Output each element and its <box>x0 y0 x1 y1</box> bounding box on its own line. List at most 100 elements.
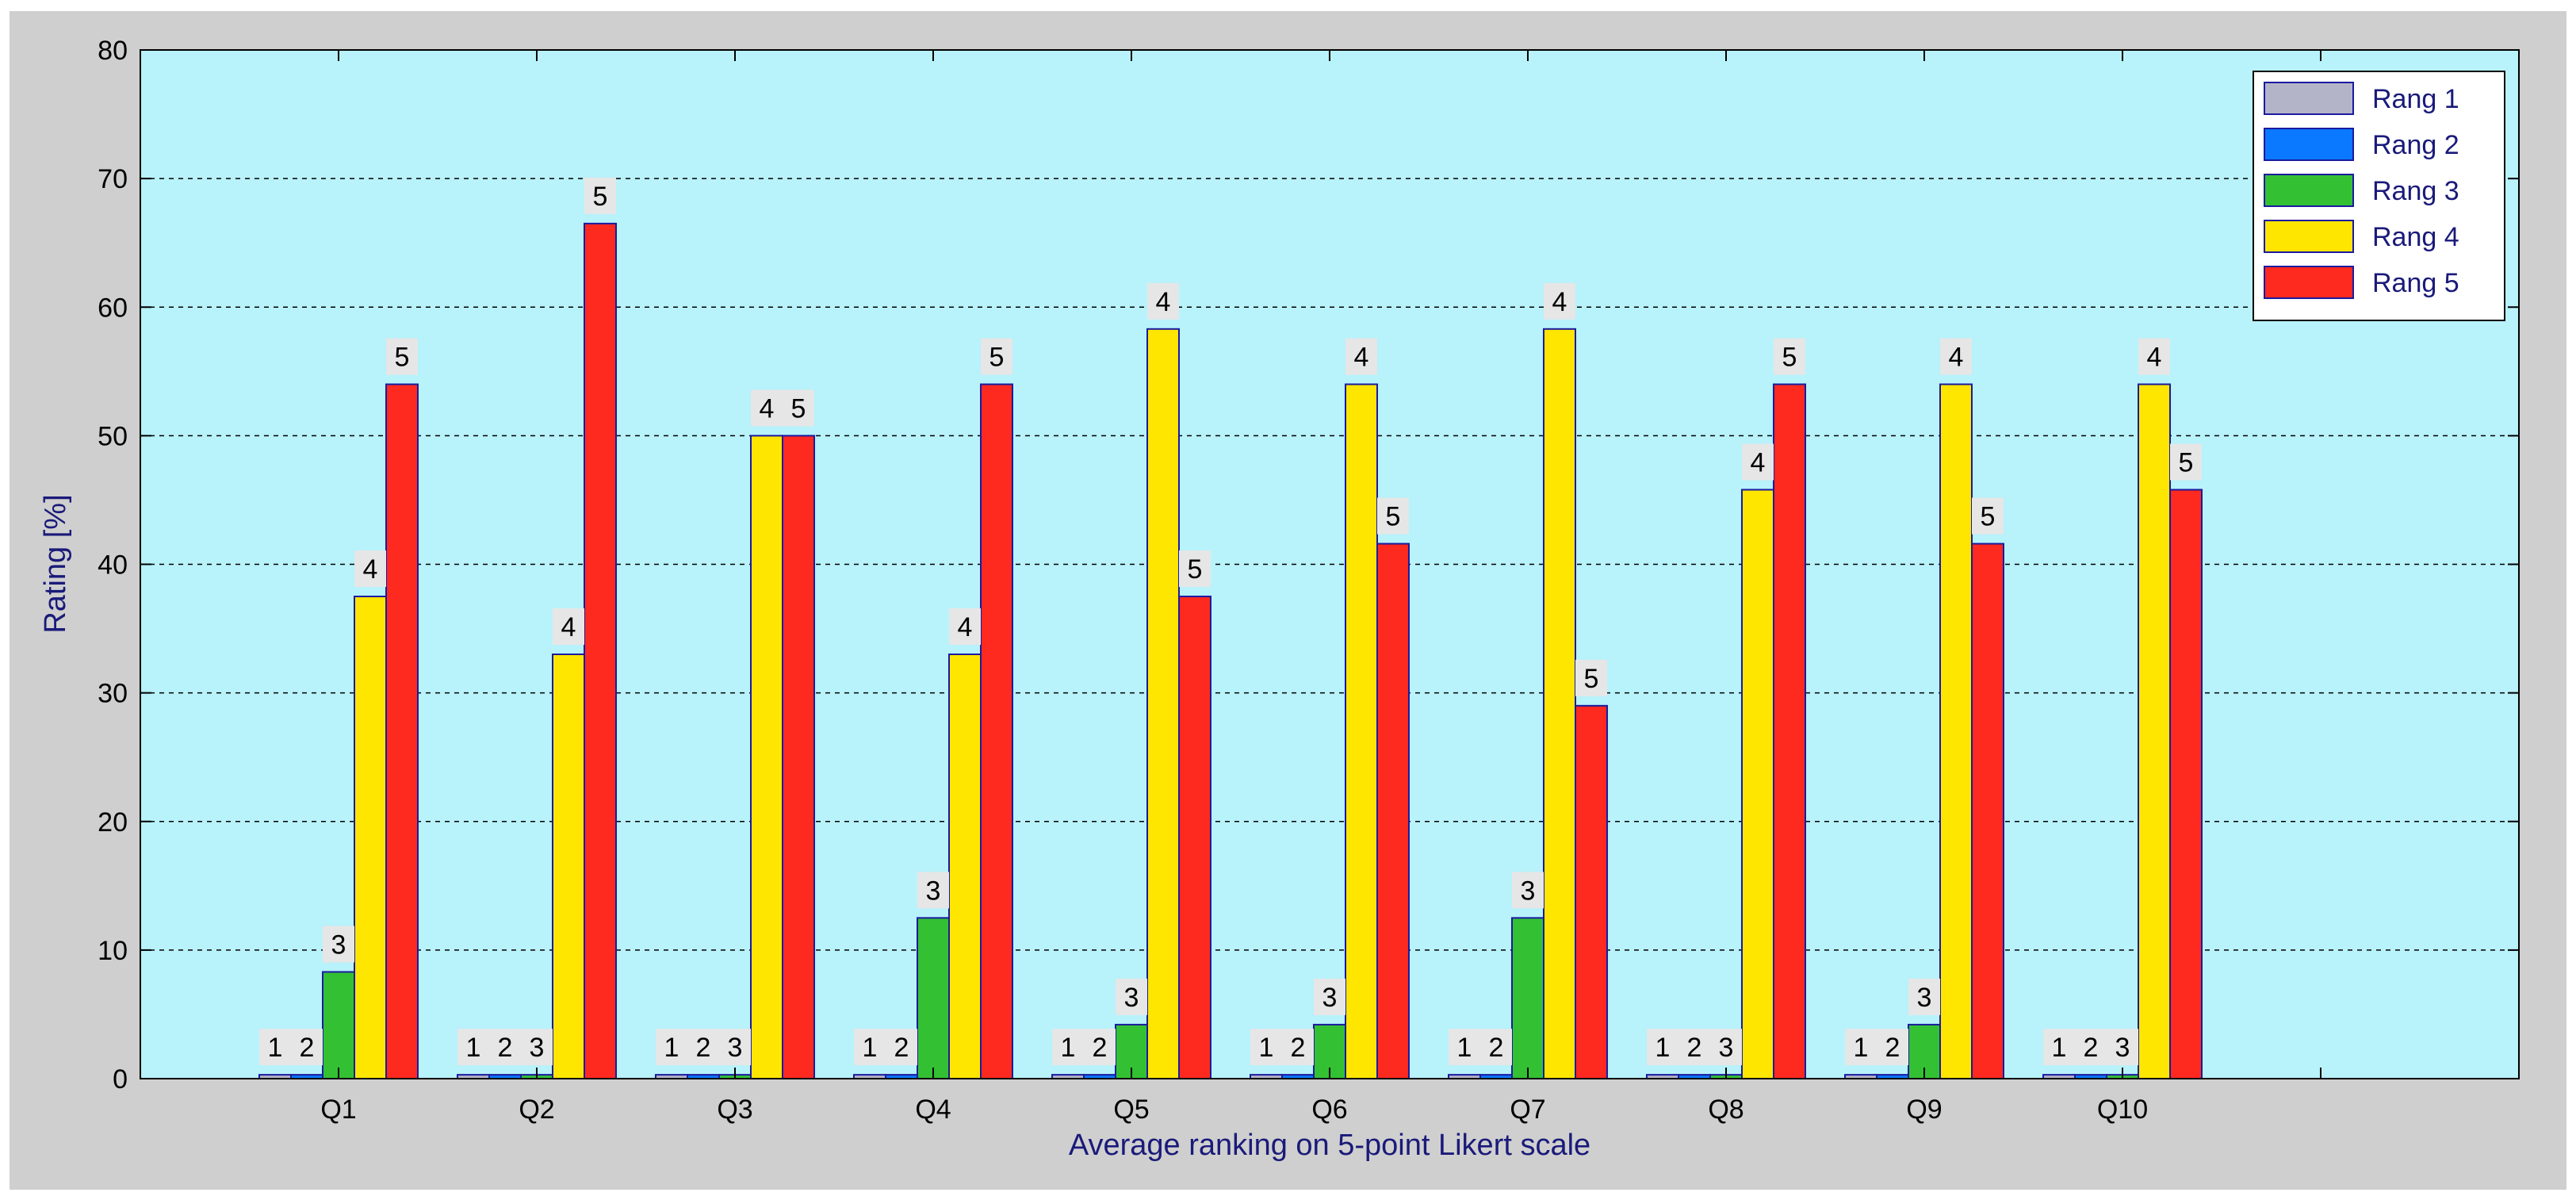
bar-label: 5 <box>593 182 608 212</box>
bar-label: 4 <box>760 393 775 424</box>
bar-label-box <box>854 1029 886 1066</box>
bar-label-box <box>323 926 354 963</box>
legend-label: Rang 3 <box>2372 176 2459 206</box>
bar-label: 2 <box>498 1033 513 1063</box>
bar-label-box <box>917 872 949 909</box>
legend: Rang 1 Rang 2 Rang 3 Rang 4 Rang 5 <box>2253 71 2505 321</box>
bar-label: 2 <box>1291 1033 1306 1063</box>
bar-label: 3 <box>530 1033 545 1063</box>
bar-label-box <box>783 389 814 427</box>
bar-label-box <box>1742 443 1774 481</box>
y-tick-label: 20 <box>98 807 128 838</box>
x-tick-label: Q7 <box>1510 1095 1545 1125</box>
bar-label-box <box>2043 1029 2075 1066</box>
bar-label: 5 <box>1981 502 1996 532</box>
y-tick-label: 30 <box>98 679 128 709</box>
bar-label-box <box>354 550 386 588</box>
bar <box>1939 383 1973 1079</box>
x-axis-ticks: Q1 Q2 Q3 Q4 Q5 Q6 Q7 Q8 Q9 Q10 <box>320 50 2321 1125</box>
y-tick-label: 70 <box>98 164 128 194</box>
legend-label: Rang 5 <box>2372 268 2459 298</box>
bar-label-box <box>2075 1029 2107 1066</box>
bar <box>322 971 355 1080</box>
bar-label-box <box>1710 1029 1742 1066</box>
legend-label: Rang 4 <box>2372 222 2459 252</box>
bar <box>1376 542 1410 1079</box>
bar-label-box <box>584 177 616 214</box>
bar-label: 3 <box>1322 983 1338 1013</box>
x-tick-label: Q6 <box>1311 1095 1347 1125</box>
bar-label: 2 <box>300 1033 315 1063</box>
bar-label: 4 <box>1156 287 1171 317</box>
bar-label: 1 <box>1061 1033 1076 1063</box>
bar-label-box <box>1972 497 2004 535</box>
bar-label-box <box>1116 978 1147 1015</box>
bar-label: 2 <box>1687 1033 1702 1063</box>
legend-swatch <box>2264 82 2354 115</box>
bar-label-box <box>1877 1029 1908 1066</box>
bar-label: 5 <box>395 343 410 373</box>
bar <box>1178 596 1211 1079</box>
bar <box>584 222 617 1079</box>
x-tick-label: Q4 <box>915 1095 951 1125</box>
bar <box>917 917 950 1079</box>
bar <box>1741 489 1774 1079</box>
bar <box>1971 542 2004 1079</box>
legend-swatch <box>2264 128 2354 161</box>
bar-label-box <box>1147 282 1179 320</box>
bar-label-box <box>457 1029 489 1066</box>
x-tick-label: Q9 <box>1906 1095 1942 1125</box>
bar-label-box <box>687 1029 719 1066</box>
y-tick-label: 60 <box>98 293 128 323</box>
bar-label-box <box>1084 1029 1116 1066</box>
x-tick-label: Q5 <box>1113 1095 1149 1125</box>
y-tick-label: 0 <box>113 1064 128 1095</box>
legend-swatch <box>2264 220 2354 253</box>
bar-label: 5 <box>1584 664 1599 694</box>
bar <box>948 653 982 1079</box>
bar <box>980 383 1013 1079</box>
y-axis-label: Rating [%] <box>39 494 72 633</box>
bar-label: 1 <box>1854 1033 1869 1063</box>
bar-label-box <box>1647 1029 1678 1066</box>
bar-label-box <box>949 608 981 645</box>
bar-label: 1 <box>664 1033 679 1063</box>
bar-label-box <box>489 1029 521 1066</box>
bar-label-box <box>1845 1029 1877 1066</box>
bar-label: 3 <box>1917 983 1932 1013</box>
bar-label-box <box>1512 872 1544 909</box>
bar <box>2169 489 2203 1079</box>
bar-label-box <box>1480 1029 1512 1066</box>
bar-label: 4 <box>958 612 973 642</box>
bar-label-box <box>1575 659 1607 696</box>
y-tick-label: 10 <box>98 936 128 966</box>
bar-label-box <box>1774 338 1805 375</box>
bar-label: 4 <box>1949 343 1964 373</box>
bar <box>1543 328 1576 1079</box>
legend-label: Rang 1 <box>2372 84 2459 114</box>
bar-label: 1 <box>1259 1033 1274 1063</box>
bar-label: 1 <box>466 1033 481 1063</box>
bar-label: 4 <box>2147 343 2162 373</box>
bar <box>782 435 815 1079</box>
bar-label-box <box>1282 1029 1314 1066</box>
legend-label: Rang 2 <box>2372 130 2459 160</box>
legend-swatch <box>2264 174 2354 207</box>
bar-label-box <box>2107 1029 2138 1066</box>
bar <box>1146 328 1180 1079</box>
bar-label-box <box>1052 1029 1084 1066</box>
x-tick-label: Q1 <box>320 1095 356 1125</box>
bar-label: 2 <box>1489 1033 1504 1063</box>
bar-label: 3 <box>2115 1033 2130 1063</box>
bar-label-box <box>1179 550 1211 588</box>
bar-label-box <box>386 338 418 375</box>
y-tick-label: 40 <box>98 550 128 581</box>
y-tick-label: 50 <box>98 421 128 451</box>
bar-label: 2 <box>1885 1033 1900 1063</box>
bar-label: 4 <box>1354 343 1369 373</box>
bar-label-box <box>553 608 584 645</box>
bar-label: 1 <box>863 1033 878 1063</box>
bar <box>1345 383 1378 1079</box>
